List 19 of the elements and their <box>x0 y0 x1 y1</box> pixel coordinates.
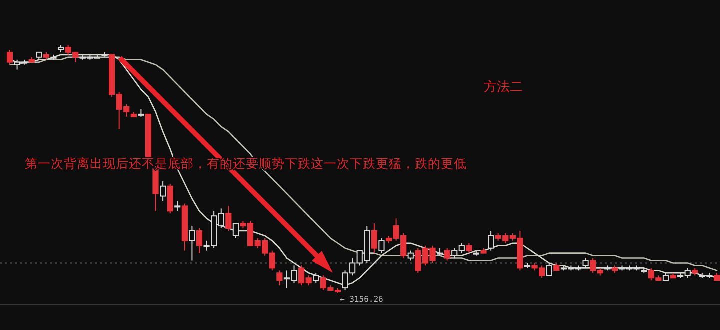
candlestick <box>226 206 232 232</box>
candlestick <box>276 270 283 286</box>
candlestick <box>174 200 181 212</box>
candlestick <box>196 228 203 254</box>
candlestick <box>378 238 385 254</box>
candlestick <box>371 223 378 254</box>
candlestick <box>546 262 552 276</box>
candlestick <box>488 230 494 252</box>
candlestick <box>189 226 196 262</box>
candlestick <box>6 49 14 66</box>
candlestick <box>466 242 472 254</box>
annotation: 方法二 <box>484 79 523 95</box>
candlestick <box>582 258 589 269</box>
text: ← 3156.26 <box>340 295 384 304</box>
candlestick <box>232 223 239 239</box>
candlestick <box>313 272 320 284</box>
candlestick <box>160 180 166 202</box>
candlestick <box>444 248 450 262</box>
candlestick <box>408 250 414 262</box>
